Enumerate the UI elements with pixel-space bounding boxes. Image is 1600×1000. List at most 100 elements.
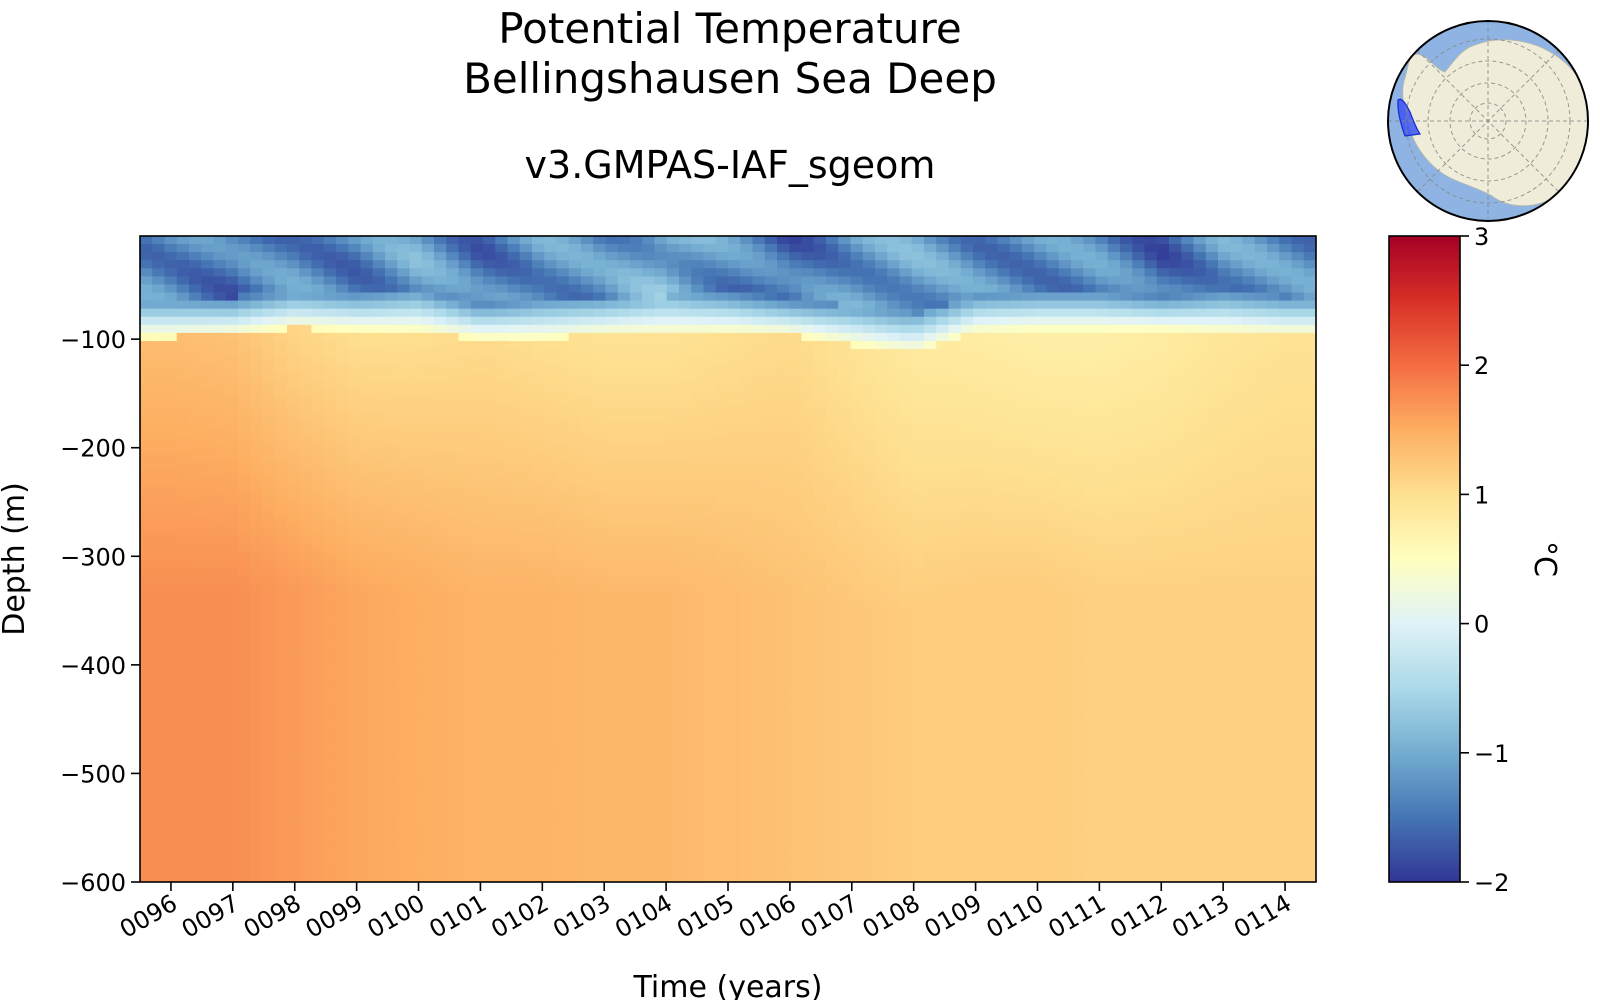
- heatmap-cell: [397, 494, 411, 504]
- heatmap-cell: [152, 777, 166, 786]
- heatmap-cell: [348, 502, 362, 512]
- heatmap-cell: [850, 793, 864, 803]
- heatmap-cell: [728, 308, 742, 318]
- heatmap-cell: [287, 623, 301, 633]
- heatmap-cell: [299, 728, 313, 738]
- heatmap-cell: [764, 381, 778, 391]
- heatmap-cell: [299, 429, 313, 439]
- heatmap-cell: [299, 672, 313, 681]
- heatmap-cell: [875, 276, 889, 286]
- heatmap-cell: [434, 857, 448, 867]
- heatmap-cell: [850, 712, 864, 722]
- heatmap-cell: [299, 308, 313, 318]
- heatmap-cell: [826, 510, 840, 520]
- heatmap-cell: [213, 777, 227, 786]
- heatmap-cell: [519, 373, 533, 383]
- heatmap-cell: [262, 405, 276, 415]
- heatmap-cell: [813, 470, 827, 480]
- heatmap-cell: [152, 833, 166, 843]
- heatmap-cell: [434, 470, 448, 480]
- heatmap-cell: [421, 777, 435, 786]
- heatmap-cell: [605, 567, 619, 576]
- heatmap-cell: [666, 534, 680, 544]
- heatmap-cell: [372, 421, 386, 431]
- heatmap-cell: [764, 421, 778, 431]
- heatmap-cell: [593, 284, 607, 294]
- heatmap-cell: [826, 865, 840, 875]
- heatmap-cell: [862, 857, 876, 867]
- heatmap-cell: [385, 478, 399, 488]
- heatmap-cell: [568, 833, 582, 843]
- heatmap-cell: [238, 373, 252, 383]
- heatmap-cell: [434, 849, 448, 859]
- heatmap-cell: [434, 340, 448, 350]
- heatmap-cell: [458, 833, 472, 843]
- heatmap-cell: [483, 631, 497, 641]
- heatmap-cell: [483, 421, 497, 431]
- heatmap-cell: [593, 607, 607, 617]
- heatmap-cell: [164, 768, 178, 778]
- heatmap-cell: [225, 865, 239, 875]
- heatmap-cell: [764, 542, 778, 552]
- heatmap-cell: [605, 526, 619, 536]
- heatmap-cell: [201, 768, 215, 778]
- heatmap-cell: [605, 349, 619, 358]
- heatmap-cell: [385, 462, 399, 471]
- heatmap-cell: [458, 583, 472, 593]
- heatmap-cell: [777, 583, 791, 593]
- heatmap-cell: [311, 518, 325, 528]
- heatmap-cell: [238, 728, 252, 738]
- heatmap-cell: [348, 324, 362, 334]
- heatmap-cell: [617, 526, 631, 536]
- heatmap-cell: [287, 421, 301, 431]
- heatmap-cell: [838, 559, 852, 568]
- heatmap-cell: [654, 421, 668, 431]
- heatmap-cell: [715, 292, 729, 302]
- heatmap-cell: [507, 704, 521, 714]
- heatmap-cell: [372, 526, 386, 536]
- heatmap-cell: [605, 437, 619, 447]
- heatmap-cell: [764, 833, 778, 843]
- heatmap-cell: [189, 655, 203, 665]
- heatmap-cell: [323, 623, 337, 633]
- heatmap-cell: [789, 672, 803, 681]
- heatmap-cell: [458, 236, 472, 245]
- heatmap-cell: [777, 736, 791, 746]
- heatmap-cell: [507, 437, 521, 447]
- heatmap-cell: [630, 397, 644, 407]
- heatmap-cell: [642, 316, 656, 326]
- heatmap-cell: [691, 502, 705, 512]
- heatmap-cell: [189, 276, 203, 286]
- heatmap-cell: [617, 768, 631, 778]
- heatmap-cell: [495, 639, 509, 649]
- heatmap-cell: [213, 655, 227, 665]
- heatmap-cell: [862, 817, 876, 827]
- heatmap-cell: [421, 373, 435, 383]
- heatmap-cell: [189, 615, 203, 625]
- heatmap-cell: [568, 841, 582, 851]
- heatmap-cell: [544, 599, 558, 609]
- heatmap-cell: [201, 454, 215, 463]
- heatmap-cell: [630, 607, 644, 617]
- heatmap-cell: [581, 857, 595, 867]
- heatmap-cell: [470, 381, 484, 391]
- heatmap-cell: [544, 672, 558, 681]
- heatmap-cell: [385, 615, 399, 625]
- heatmap-cell: [250, 809, 264, 819]
- heatmap-cell: [238, 793, 252, 803]
- heatmap-cell: [421, 599, 435, 609]
- heatmap-cell: [764, 494, 778, 504]
- heatmap-cell: [495, 825, 509, 835]
- heatmap-cell: [519, 591, 533, 601]
- heatmap-cell: [764, 534, 778, 544]
- heatmap-cell: [262, 260, 276, 270]
- heatmap-cell: [470, 607, 484, 617]
- heatmap-cell: [740, 857, 754, 867]
- heatmap-cell: [458, 389, 472, 399]
- heatmap-cell: [372, 308, 386, 318]
- heatmap-cell: [617, 292, 631, 302]
- heatmap-cell: [777, 688, 791, 698]
- heatmap-cell: [813, 244, 827, 253]
- heatmap-cell: [470, 865, 484, 875]
- heatmap-cell: [581, 349, 595, 358]
